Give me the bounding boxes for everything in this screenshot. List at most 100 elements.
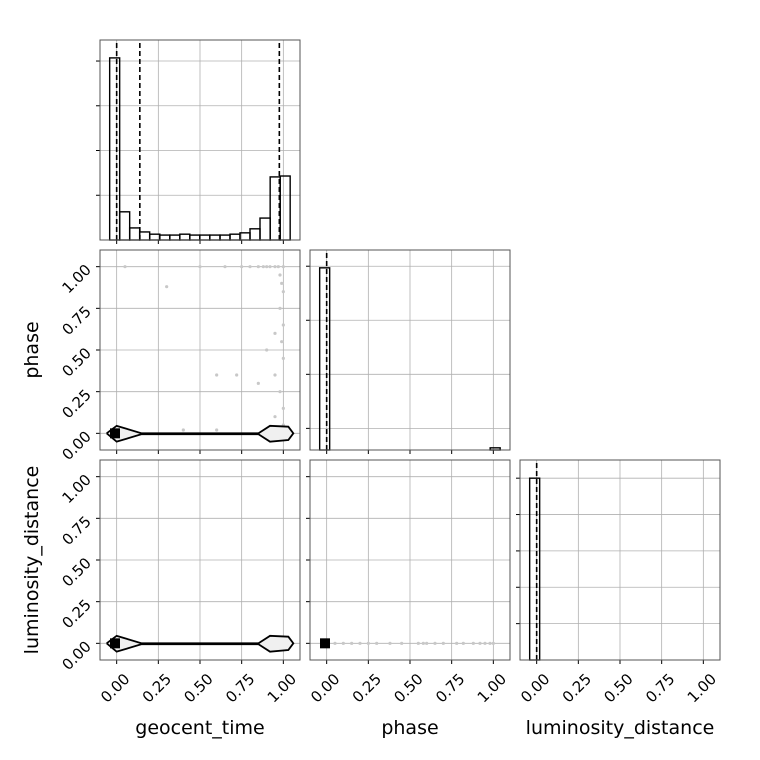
histogram-bar	[249, 228, 261, 241]
x-tick-label: 0.00	[97, 670, 133, 706]
sample-point	[281, 406, 285, 410]
y-tick-label: 0.00	[58, 427, 94, 463]
sample-point	[261, 265, 265, 269]
x-axis-label: geocent_time	[135, 717, 264, 739]
y-tick-label: 0.25	[58, 386, 94, 422]
sample-point	[341, 641, 345, 645]
sample-point	[488, 641, 492, 645]
sample-point	[215, 373, 219, 377]
sample-point	[491, 641, 495, 645]
sample-point	[358, 641, 362, 645]
x-tick-label: 0.75	[222, 670, 258, 706]
histogram-bar	[118, 211, 131, 241]
sample-point	[425, 641, 429, 645]
y-tick-label: 0.75	[58, 512, 94, 548]
sample-point	[281, 290, 285, 294]
density-peak	[320, 638, 330, 649]
sample-point	[471, 641, 475, 645]
x-tick-label: 0.50	[390, 670, 426, 706]
density-contour	[106, 634, 295, 653]
histogram-bar	[219, 234, 231, 241]
sample-point	[276, 265, 280, 269]
x-tick-label: 1.00	[264, 670, 300, 706]
histogram-bar	[108, 57, 121, 241]
sample-point	[366, 641, 370, 645]
x-tick-label: 0.50	[600, 670, 636, 706]
sample-point	[265, 348, 269, 352]
sample-point	[223, 265, 227, 269]
sample-point	[273, 415, 277, 419]
panel: 0.00 0.25 0.50 0.75 1.00 luminosity_distance	[516, 459, 721, 739]
sample-point	[483, 641, 487, 645]
panel	[96, 39, 301, 244]
sample-point	[265, 265, 269, 269]
panel-frame	[99, 459, 301, 661]
sample-point	[461, 641, 465, 645]
sample-point	[273, 331, 277, 335]
sample-point	[198, 265, 202, 269]
density-peak	[110, 638, 120, 649]
y-axis-label: luminosity_distance	[21, 466, 43, 655]
sample-point	[388, 641, 392, 645]
sample-point	[278, 390, 282, 394]
sample-point	[181, 428, 185, 432]
x-tick-label: 0.25	[559, 670, 595, 706]
sample-point	[240, 265, 244, 269]
histogram-bar	[528, 477, 541, 661]
sample-point	[273, 265, 277, 269]
x-tick-label: 0.75	[432, 670, 468, 706]
sample-point	[256, 381, 260, 385]
histogram-bar	[279, 175, 291, 241]
sample-point	[248, 265, 252, 269]
sample-point	[455, 641, 459, 645]
panel: 0.00 0.25 0.50 0.75 1.000.000.250.500.751.00…	[21, 459, 301, 739]
sample-point	[273, 373, 277, 377]
sample-point	[278, 306, 282, 310]
sample-point	[281, 323, 285, 327]
y-axis-label: phase	[21, 321, 43, 378]
histogram-bar	[318, 267, 331, 451]
histogram-bar	[128, 227, 141, 241]
x-tick-label: 0.50	[180, 670, 216, 706]
panel-frame	[99, 39, 301, 241]
y-tick-label: 0.50	[58, 554, 94, 590]
sample-point	[278, 273, 282, 277]
histogram-bar	[169, 234, 181, 241]
panel	[306, 249, 511, 454]
histogram-bar	[199, 234, 211, 241]
x-tick-label: 1.00	[684, 670, 720, 706]
histogram-bar	[159, 234, 171, 241]
y-tick-label: 1.00	[58, 471, 94, 507]
sample-point	[235, 373, 239, 377]
x-tick-label: 0.25	[349, 670, 385, 706]
histogram-bar	[209, 234, 221, 241]
density-contour	[106, 424, 295, 443]
sample-point	[281, 265, 285, 269]
sample-point	[281, 356, 285, 360]
sample-point	[256, 265, 260, 269]
sample-point	[400, 641, 404, 645]
sample-point	[215, 428, 219, 432]
sample-point	[421, 641, 425, 645]
sample-point	[375, 641, 379, 645]
y-tick-label: 0.25	[58, 596, 94, 632]
x-tick-label: 0.75	[642, 670, 678, 706]
sample-point	[478, 641, 482, 645]
y-tick-label: 0.00	[58, 637, 94, 673]
y-tick-label: 0.75	[58, 302, 94, 338]
y-tick-label: 0.50	[58, 344, 94, 380]
sample-point	[333, 641, 337, 645]
sample-point	[280, 281, 284, 285]
x-axis-label: phase	[381, 717, 438, 739]
x-axis-label: luminosity_distance	[526, 717, 715, 739]
sample-point	[433, 641, 437, 645]
sample-point	[280, 340, 284, 344]
x-tick-label: 0.25	[139, 670, 175, 706]
histogram-bar	[138, 231, 151, 241]
x-tick-label: 1.00	[474, 670, 510, 706]
x-tick-label: 0.00	[517, 670, 553, 706]
sample-point	[350, 641, 354, 645]
